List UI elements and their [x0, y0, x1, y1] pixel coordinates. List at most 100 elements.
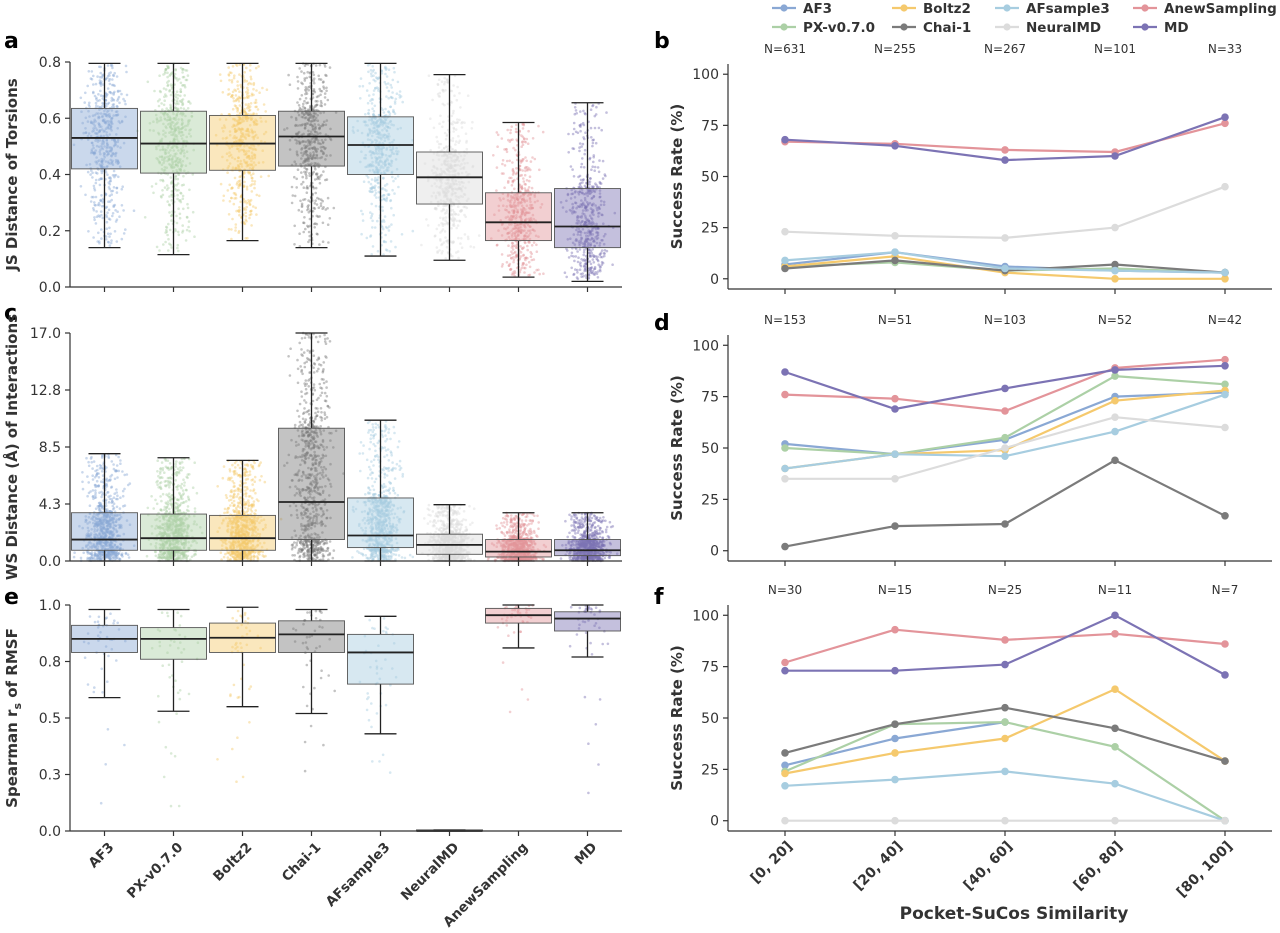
data-point — [110, 154, 113, 157]
series-point-neuralmd — [1111, 223, 1119, 232]
data-point — [605, 249, 609, 253]
data-point — [238, 73, 241, 76]
data-point — [392, 213, 396, 217]
data-point — [441, 102, 445, 106]
data-point — [154, 182, 158, 186]
data-point — [121, 185, 124, 188]
data-point — [583, 148, 587, 152]
panel-a-ytick-label: 0.8 — [39, 55, 61, 71]
data-point — [250, 176, 254, 180]
data-point — [594, 182, 597, 185]
data-point — [166, 71, 169, 75]
data-point — [218, 73, 222, 76]
data-point — [600, 260, 604, 264]
data-point — [101, 162, 104, 166]
data-point — [176, 243, 180, 247]
data-point — [395, 92, 399, 95]
data-point — [371, 219, 374, 223]
data-point — [455, 219, 459, 223]
data-point — [123, 473, 126, 477]
data-point — [509, 268, 512, 271]
data-point — [97, 476, 101, 479]
data-point — [87, 70, 91, 73]
data-point — [101, 104, 104, 108]
data-point — [388, 225, 391, 228]
data-point — [590, 251, 594, 255]
data-point — [377, 176, 380, 179]
data-point — [312, 81, 316, 85]
data-point — [265, 88, 269, 91]
data-point — [584, 274, 588, 277]
data-point — [598, 268, 602, 271]
data-point — [317, 74, 321, 78]
data-point — [369, 72, 373, 75]
data-point — [426, 224, 430, 227]
data-point — [574, 109, 578, 112]
data-point — [593, 267, 596, 271]
data-point — [245, 201, 248, 205]
data-point — [176, 79, 179, 82]
data-point — [110, 160, 114, 164]
data-point — [105, 139, 109, 142]
data-point — [599, 182, 603, 185]
data-point — [308, 174, 312, 177]
data-point — [170, 199, 174, 202]
series-anewsampling — [781, 119, 1229, 156]
panel-c: cWS Distance (Å) of Interactions 0.04.38.… — [2, 301, 622, 580]
data-point — [108, 194, 112, 198]
data-point — [231, 217, 234, 221]
data-point — [369, 190, 372, 193]
data-point — [439, 216, 442, 220]
data-point — [108, 74, 111, 77]
data-point — [365, 89, 369, 92]
data-point — [377, 181, 380, 185]
data-point — [374, 79, 377, 83]
data-point — [177, 207, 180, 210]
data-point — [381, 205, 384, 209]
data-point — [593, 126, 597, 130]
data-point — [525, 159, 528, 163]
data-point — [291, 194, 295, 197]
data-point — [101, 73, 104, 77]
data-point — [320, 173, 323, 177]
data-point — [381, 108, 385, 112]
data-point — [501, 159, 505, 162]
data-point — [244, 211, 247, 215]
data-point — [109, 176, 112, 179]
data-point — [177, 233, 181, 237]
series-point-md — [891, 142, 899, 150]
data-point — [95, 132, 98, 136]
data-point — [601, 177, 605, 180]
data-point — [116, 138, 120, 142]
data-point — [366, 101, 370, 105]
data-point — [385, 86, 389, 89]
data-point — [445, 245, 449, 249]
data-point — [178, 212, 182, 216]
data-point — [582, 123, 586, 127]
data-point — [526, 169, 529, 172]
data-point — [588, 183, 591, 186]
data-point — [444, 236, 447, 239]
data-point — [158, 249, 161, 252]
data-point — [523, 137, 526, 140]
data-point — [228, 71, 232, 74]
data-point — [108, 115, 111, 119]
data-point — [93, 118, 96, 122]
data-point — [104, 95, 108, 98]
data-point — [358, 85, 362, 88]
data-point — [110, 116, 114, 120]
data-point — [252, 112, 255, 115]
data-point — [326, 196, 330, 200]
data-point — [542, 272, 545, 276]
data-point — [581, 178, 585, 182]
data-point — [243, 96, 246, 100]
data-point — [124, 228, 127, 231]
data-point — [105, 477, 108, 481]
data-point — [160, 196, 163, 199]
data-point — [367, 111, 370, 115]
data-point — [238, 104, 242, 107]
data-point — [98, 75, 102, 79]
legend-entry-af3: AF3 — [772, 1, 832, 17]
data-point — [248, 81, 251, 85]
data-point — [107, 72, 111, 75]
